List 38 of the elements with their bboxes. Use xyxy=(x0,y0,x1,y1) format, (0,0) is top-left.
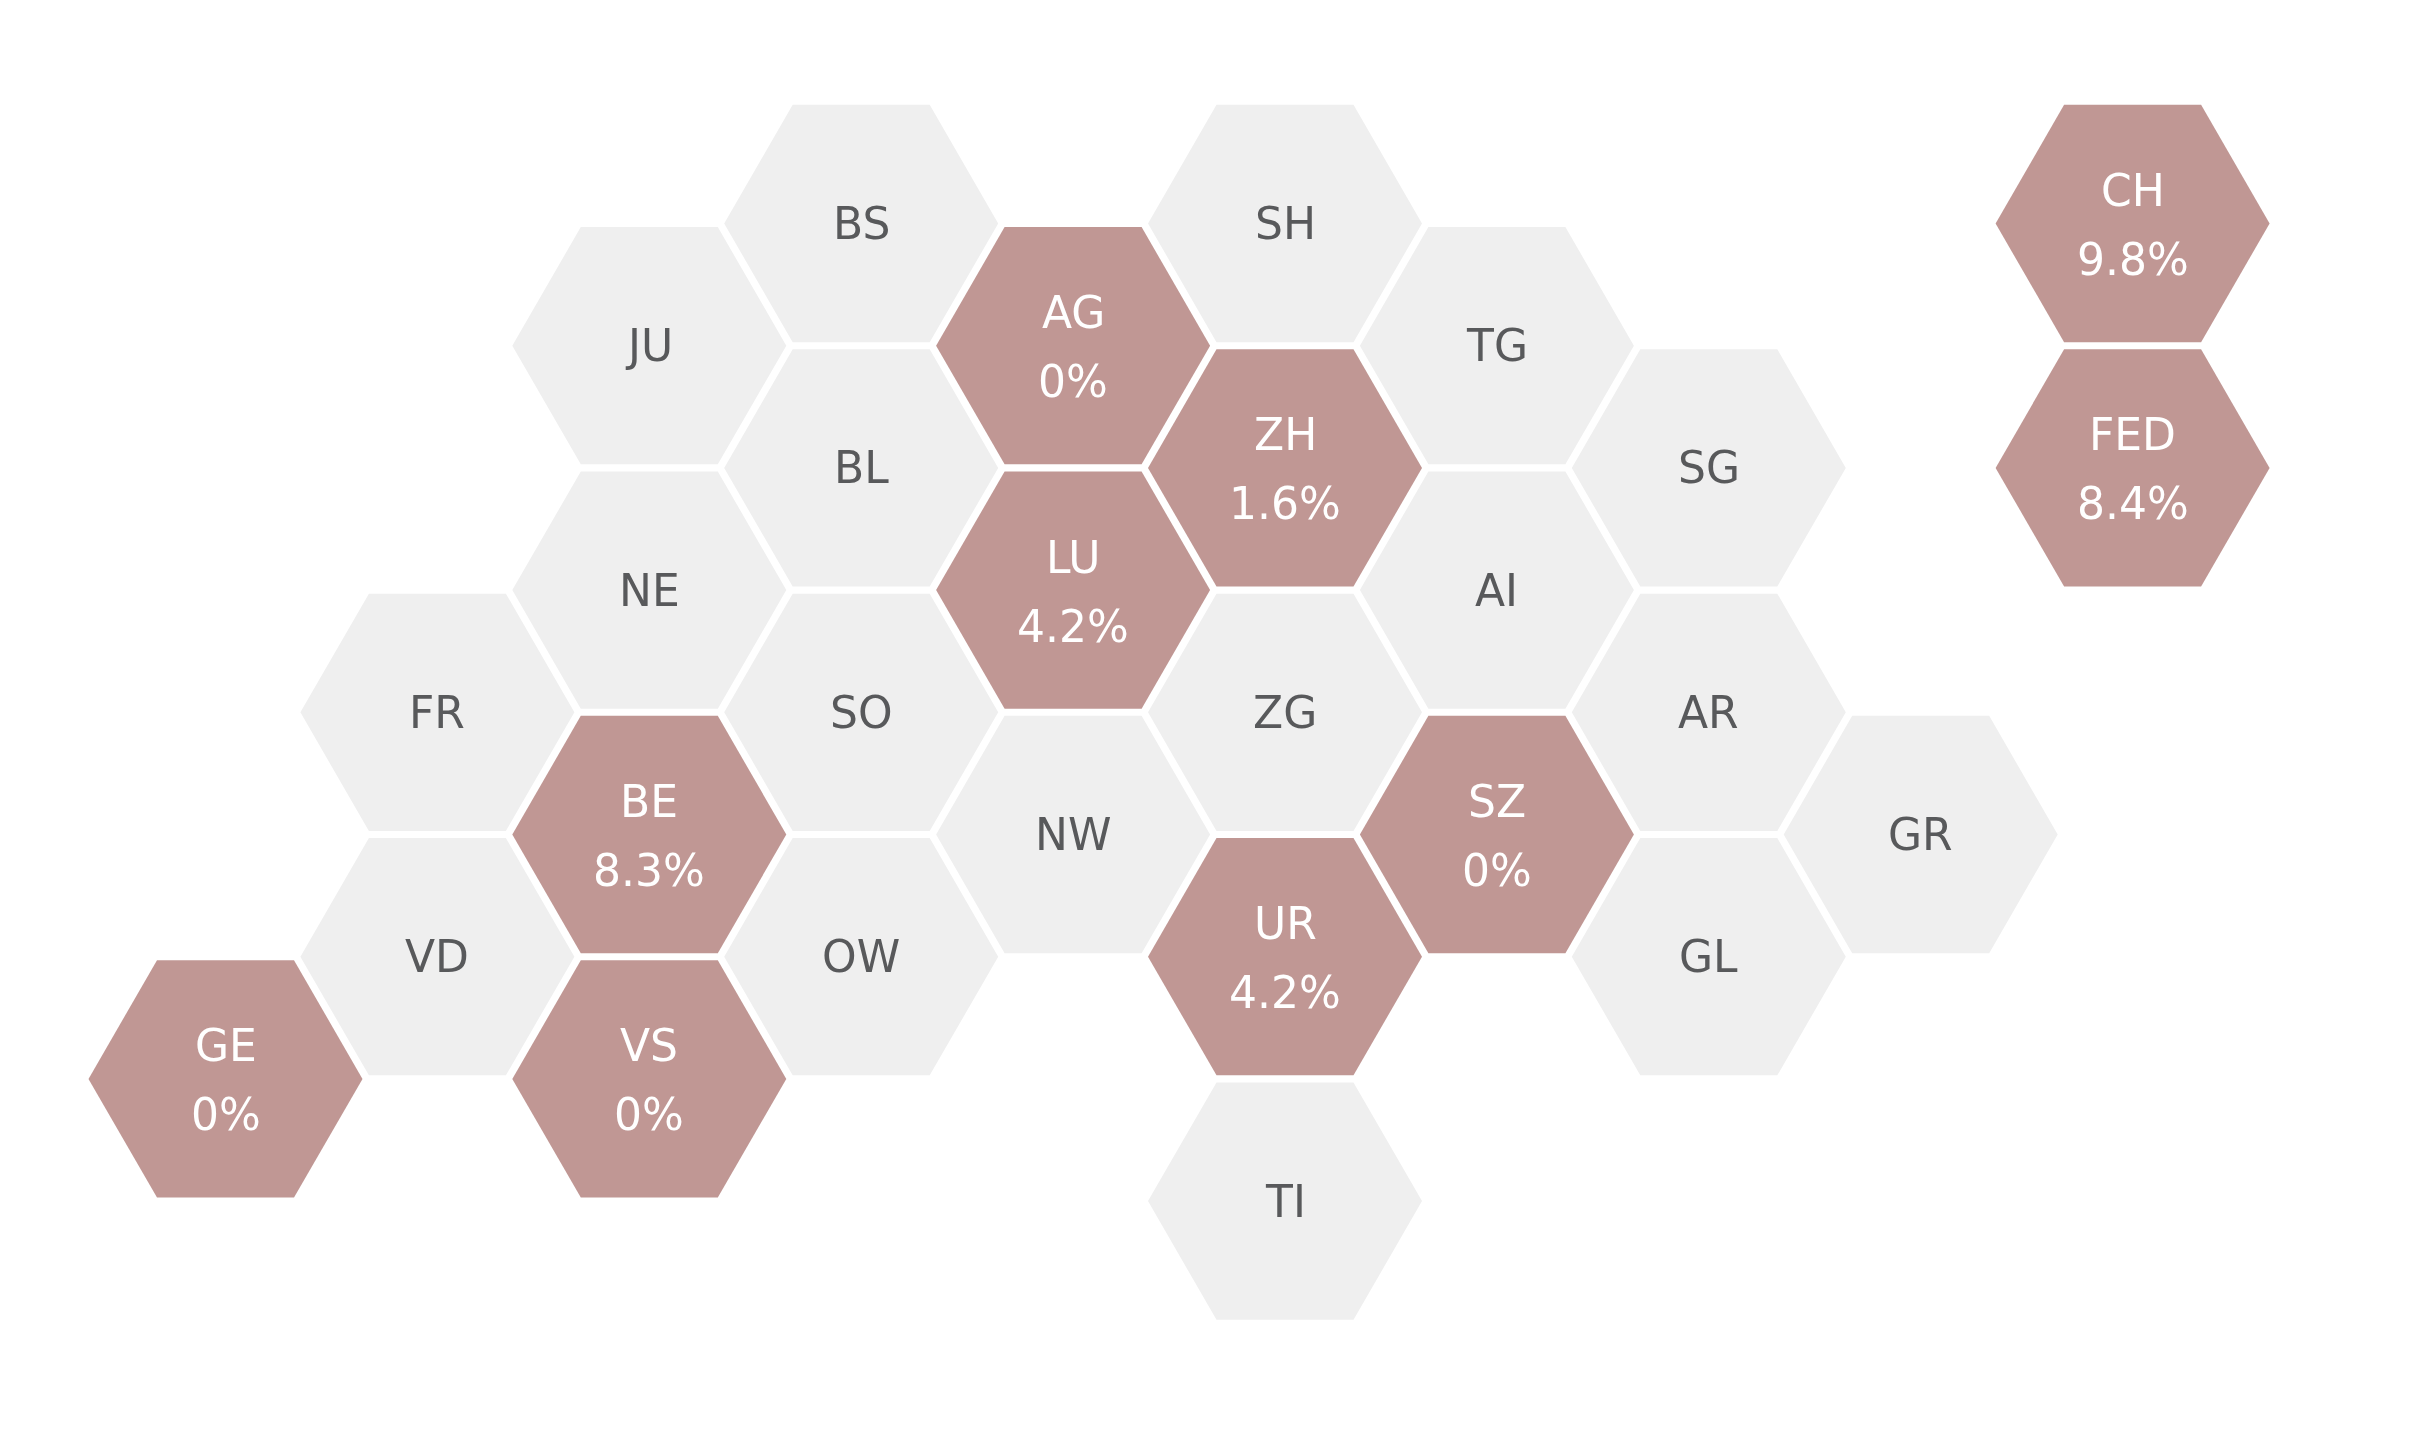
category-label: NE xyxy=(619,565,680,616)
category-label: AG xyxy=(1042,287,1106,338)
category-label: NW xyxy=(1035,809,1112,860)
category-label: SO xyxy=(830,687,893,738)
category-label: TG xyxy=(1466,320,1528,371)
data-label: 4.2% xyxy=(1017,601,1129,652)
category-label: BS xyxy=(833,198,891,249)
category-label: ZG xyxy=(1253,687,1318,738)
data-label: 8.4% xyxy=(2077,478,2189,529)
category-label: GR xyxy=(1888,809,1953,860)
category-label: TI xyxy=(1265,1176,1306,1227)
data-label: 0% xyxy=(614,1089,684,1140)
category-label: AI xyxy=(1475,565,1519,616)
data-label: 1.6% xyxy=(1229,478,1341,529)
category-label: BL xyxy=(834,442,890,493)
category-label: OW xyxy=(822,931,901,982)
category-label: ZH xyxy=(1254,409,1318,460)
category-label: AR xyxy=(1678,687,1739,738)
category-label: GL xyxy=(1679,931,1739,982)
category-label: BE xyxy=(620,776,678,827)
data-label: 0% xyxy=(191,1089,261,1140)
category-label: VS xyxy=(620,1020,679,1071)
data-label: 0% xyxy=(1038,356,1108,407)
category-label: FR xyxy=(409,687,465,738)
category-label: VD xyxy=(405,931,469,982)
category-label: FED xyxy=(2089,409,2176,460)
category-label: UR xyxy=(1254,898,1317,949)
category-label: SZ xyxy=(1468,776,1527,827)
data-label: 8.3% xyxy=(593,845,705,896)
data-label: 4.2% xyxy=(1229,967,1341,1018)
category-label: CH xyxy=(2101,165,2165,216)
category-label: GE xyxy=(195,1020,257,1071)
category-label: SG xyxy=(1678,442,1741,493)
data-label: 9.8% xyxy=(2077,234,2189,285)
category-label: JU xyxy=(625,320,674,371)
category-label: LU xyxy=(1046,532,1101,583)
data-label: 0% xyxy=(1462,845,1532,896)
category-label: SH xyxy=(1255,198,1317,249)
